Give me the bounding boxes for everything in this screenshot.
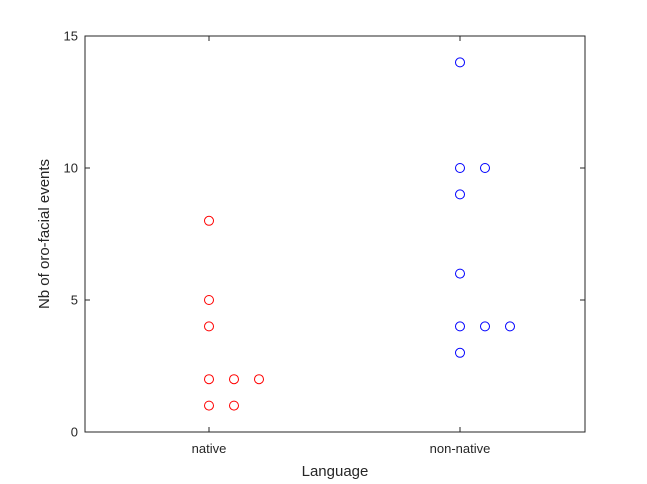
data-point-native — [254, 374, 264, 385]
data-point-non-native — [455, 57, 465, 68]
data-points — [204, 57, 515, 411]
data-point-native — [204, 295, 214, 305]
y-tick-label: 0 — [71, 425, 78, 440]
data-point-non-native — [505, 321, 515, 332]
data-point-non-native — [455, 268, 465, 279]
x-tick-label: non-native — [430, 441, 491, 456]
y-tick-label: 15 — [64, 29, 78, 44]
data-point-non-native — [480, 321, 490, 332]
data-point-native — [229, 400, 239, 411]
axis-ticks: 0 5 10 15 native non-native — [64, 29, 585, 456]
data-point-native — [229, 374, 239, 385]
data-point-native — [204, 215, 214, 226]
data-point-non-native — [455, 347, 465, 358]
y-axis-title: Nb of oro-facial events — [36, 159, 53, 309]
data-point-native — [204, 321, 214, 332]
data-point-native — [204, 400, 214, 411]
plot-area — [84, 35, 586, 433]
data-point-non-native — [455, 189, 465, 200]
x-tick-label: native — [192, 441, 227, 456]
data-point-non-native — [480, 163, 490, 173]
x-axis-title: Language — [302, 463, 369, 480]
y-tick-label: 10 — [64, 161, 78, 176]
data-point-non-native — [455, 321, 465, 332]
y-tick-label: 5 — [71, 293, 78, 308]
data-point-native — [204, 374, 214, 385]
data-point-non-native — [455, 163, 465, 173]
